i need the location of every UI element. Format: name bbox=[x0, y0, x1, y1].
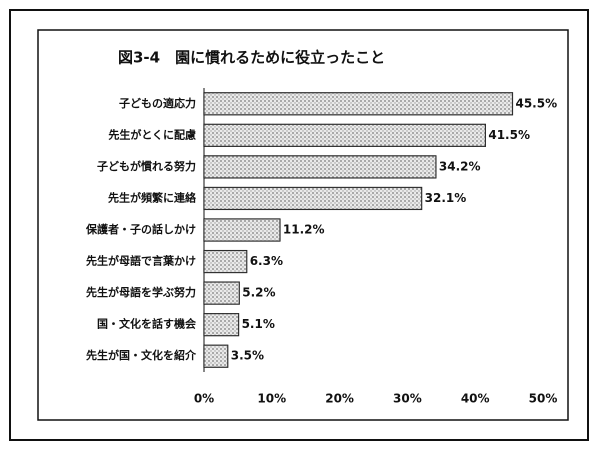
outer-frame bbox=[9, 9, 589, 441]
bar bbox=[203, 281, 240, 305]
y-tick-label: 先生が頻繁に連絡 bbox=[108, 190, 197, 204]
bar bbox=[203, 186, 423, 211]
x-tick-label: 50% bbox=[529, 392, 558, 406]
value-label: 5.2% bbox=[242, 286, 275, 300]
value-label: 45.5% bbox=[515, 96, 557, 110]
value-label: 41.5% bbox=[488, 128, 530, 142]
bar-tint bbox=[204, 282, 240, 305]
bar bbox=[203, 92, 514, 116]
bar bbox=[203, 313, 240, 337]
y-tick-label: 国・文化を話す機会 bbox=[97, 317, 197, 331]
y-tick-label: 先生が母語で言葉かけ bbox=[86, 254, 196, 268]
bar-tint bbox=[204, 155, 436, 178]
value-label: 34.2% bbox=[439, 159, 481, 173]
y-tick-label: 先生が国・文化を紹介 bbox=[86, 348, 197, 362]
bar-tint bbox=[204, 124, 486, 147]
bar-tint bbox=[204, 313, 239, 336]
x-tick-label: 10% bbox=[257, 392, 286, 406]
bar bbox=[203, 123, 486, 147]
bar-tint bbox=[204, 187, 422, 210]
value-label: 11.2% bbox=[283, 223, 325, 237]
x-tick-label: 20% bbox=[325, 392, 354, 406]
chart-title: 図3-4 園に慣れるために役立ったこと bbox=[118, 49, 385, 67]
y-tick-label: 先生がとくに配慮 bbox=[108, 127, 196, 141]
bar bbox=[203, 249, 248, 274]
value-label: 3.5% bbox=[231, 349, 264, 363]
bar-tint bbox=[204, 250, 247, 273]
bar bbox=[203, 155, 437, 179]
value-label: 6.3% bbox=[250, 254, 283, 268]
value-label: 32.1% bbox=[425, 191, 467, 205]
y-tick-label: 子どもが慣れる努力 bbox=[97, 159, 196, 173]
x-tick-label: 0% bbox=[194, 392, 214, 406]
y-tick-label: 子どもの適応力 bbox=[119, 96, 196, 110]
bar bbox=[203, 344, 229, 368]
bar-tint bbox=[204, 92, 513, 115]
bar-tint bbox=[204, 219, 280, 241]
y-tick-label: 保護者・子の話しかけ bbox=[85, 222, 196, 236]
y-tick-label: 先生が母語を学ぶ努力 bbox=[86, 285, 196, 299]
x-tick-label: 30% bbox=[393, 392, 422, 406]
chart-frame bbox=[37, 29, 569, 421]
bar-tint bbox=[204, 345, 228, 368]
bar bbox=[203, 218, 281, 242]
x-tick-label: 40% bbox=[461, 392, 490, 406]
value-label: 5.1% bbox=[242, 317, 275, 331]
